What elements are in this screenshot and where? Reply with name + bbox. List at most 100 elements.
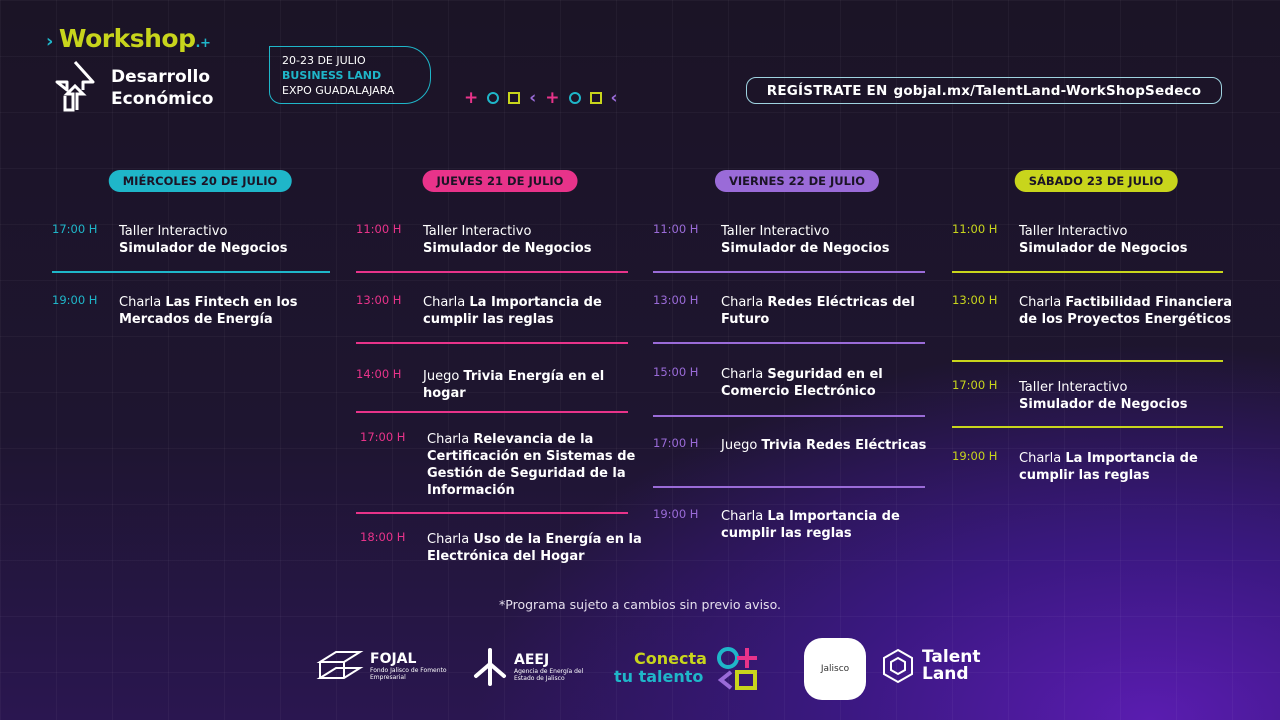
event-title: Relevancia de la Certificación en Sistem… xyxy=(427,432,636,498)
event-time: 19:00 H xyxy=(52,293,98,307)
event-type: Charla xyxy=(721,367,764,382)
event-title: Simulador de Negocios xyxy=(1019,241,1188,256)
event-divider xyxy=(952,360,1223,362)
day-pill: VIERNES 22 DE JULIO xyxy=(714,170,880,192)
day-pill: SÁBADO 23 DE JULIO xyxy=(1014,170,1178,192)
event-type: Charla xyxy=(427,532,470,547)
event-time: 11:00 H xyxy=(653,222,699,236)
day-pill: JUEVES 21 DE JULIO xyxy=(422,170,578,192)
chevron-left-icon: ‹ xyxy=(529,88,537,108)
plus-icon: + xyxy=(545,88,560,108)
register-link[interactable]: REGÍSTRATE EN gobjal.mx/TalentLand-WorkSh… xyxy=(746,77,1222,104)
workshop-label: Workshop xyxy=(58,24,196,53)
event-type: Taller Interactivo xyxy=(1019,224,1128,239)
event-type: Charla xyxy=(119,295,162,310)
register-label: REGÍSTRATE EN xyxy=(766,82,888,99)
conecta-shapes-icon xyxy=(716,647,757,690)
jalisco-text: Jalisco xyxy=(820,664,850,674)
event-divider xyxy=(52,271,330,273)
event-title: La Importancia de cumplir las reglas xyxy=(423,295,602,327)
event-type: Charla xyxy=(721,295,764,310)
event-title: La Importancia de cumplir las reglas xyxy=(1019,451,1198,483)
event-item: Charla La Importancia de cumplir las reg… xyxy=(423,294,638,328)
event-title: Redes Eléctricas del Futuro xyxy=(721,295,915,327)
event-item: Charla Uso de la Energía en la Electróni… xyxy=(427,531,642,565)
event-type: Taller Interactivo xyxy=(1019,380,1128,395)
event-time: 13:00 H xyxy=(653,293,699,307)
plus-icon: .+ xyxy=(195,36,211,51)
event-item: Charla Relevancia de la Certificación en… xyxy=(427,431,642,499)
event-venue: BUSINESS LAND xyxy=(282,69,382,82)
circle-icon xyxy=(568,92,581,104)
circle-icon xyxy=(487,92,500,104)
event-date: 20-23 DE JULIO xyxy=(282,54,366,67)
event-item: Charla Redes Eléctricas del Futuro xyxy=(721,294,936,328)
jalisco-logo: Jalisco xyxy=(804,638,866,700)
plus-icon: + xyxy=(464,88,479,108)
event-type: Juego xyxy=(423,369,460,384)
talento-text: tu talento xyxy=(614,667,704,686)
event-item: Charla Factibilidad Financiera de los Pr… xyxy=(1019,294,1234,328)
aeej-logo: AEEJ Agencia de Energía del Estado de Jal… xyxy=(472,648,594,686)
event-item: Taller Interactivo Simulador de Negocios xyxy=(1019,223,1234,257)
chevron-right-icon: › xyxy=(46,31,53,52)
event-time: 15:00 H xyxy=(653,365,699,379)
event-type: Taller Interactivo xyxy=(423,224,532,239)
event-type: Charla xyxy=(721,509,764,524)
event-item: Taller Interactivo Simulador de Negocios xyxy=(721,223,936,257)
event-item: Taller Interactivo Simulador de Negocios xyxy=(1019,379,1234,413)
day-pill: MIÉRCOLES 20 DE JULIO xyxy=(108,170,292,192)
event-time: 13:00 H xyxy=(356,293,402,307)
event-type: Juego xyxy=(721,438,758,453)
wind-turbine-icon xyxy=(474,648,506,686)
chevron-left-icon: ‹ xyxy=(610,88,618,108)
event-item: Juego Trivia Redes Eléctricas xyxy=(721,437,936,454)
land-text: Land xyxy=(922,664,969,684)
event-time: 17:00 H xyxy=(653,436,699,450)
event-time: 19:00 H xyxy=(653,507,699,521)
fojal-name: FOJAL xyxy=(370,651,417,667)
event-time: 11:00 H xyxy=(356,222,402,236)
talent-text: Talent xyxy=(922,647,981,667)
event-divider xyxy=(653,486,925,488)
event-time: 14:00 H xyxy=(356,367,402,381)
event-item: Charla La Importancia de cumplir las reg… xyxy=(721,508,936,542)
event-place: EXPO GUADALAJARA xyxy=(282,84,395,97)
event-title: La Importancia de cumplir las reglas xyxy=(721,509,900,541)
event-title: Seguridad en el Comercio Electrónico xyxy=(721,367,883,399)
event-time: 19:00 H xyxy=(952,449,998,463)
event-time: 17:00 H xyxy=(952,378,998,392)
event-time: 18:00 H xyxy=(360,530,406,544)
event-type: Charla xyxy=(423,295,466,310)
event-item: Charla Seguridad en el Comercio Electrón… xyxy=(721,366,936,400)
date-venue-box: 20-23 DE JULIO BUSINESS LAND EXPO GUADAL… xyxy=(269,46,431,104)
decorative-shapes: + ‹ + ‹ xyxy=(464,88,618,108)
event-divider xyxy=(356,342,628,344)
event-type: Charla xyxy=(427,432,470,447)
event-time: 17:00 H xyxy=(360,430,406,444)
event-type: Taller Interactivo xyxy=(721,224,830,239)
growth-arrow-icon xyxy=(55,60,95,112)
event-title: Las Fintech en los Mercados de Energía xyxy=(119,295,298,327)
square-icon xyxy=(589,92,602,104)
event-item: Charla Las Fintech en los Mercados de En… xyxy=(119,294,334,328)
disclaimer-note: *Programa sujeto a cambios sin previo av… xyxy=(499,597,781,612)
title-line1: Desarrollo xyxy=(111,67,211,87)
event-divider xyxy=(356,411,628,413)
event-divider xyxy=(653,342,925,344)
event-divider xyxy=(653,271,925,273)
event-title: Desarrollo Económico xyxy=(111,66,213,110)
event-divider xyxy=(356,271,628,273)
event-divider xyxy=(356,512,628,514)
event-type: Charla xyxy=(1019,295,1062,310)
fojal-subtitle: Fondo Jalisco de Fomento Empresarial xyxy=(370,667,447,681)
event-title: Simulador de Negocios xyxy=(423,241,592,256)
event-title: Factibilidad Financiera de los Proyectos… xyxy=(1019,295,1232,327)
aeej-name: AEEJ xyxy=(514,652,550,668)
event-title: Uso de la Energía en la Electrónica del … xyxy=(427,532,642,564)
talent-land-logo: Talent Land xyxy=(880,648,980,684)
event-item: Juego Trivia Energía en el hogar xyxy=(423,368,638,402)
event-type: Taller Interactivo xyxy=(119,224,228,239)
event-title: Simulador de Negocios xyxy=(119,241,288,256)
register-url[interactable]: gobjal.mx/TalentLand-WorkShopSedeco xyxy=(893,82,1202,99)
